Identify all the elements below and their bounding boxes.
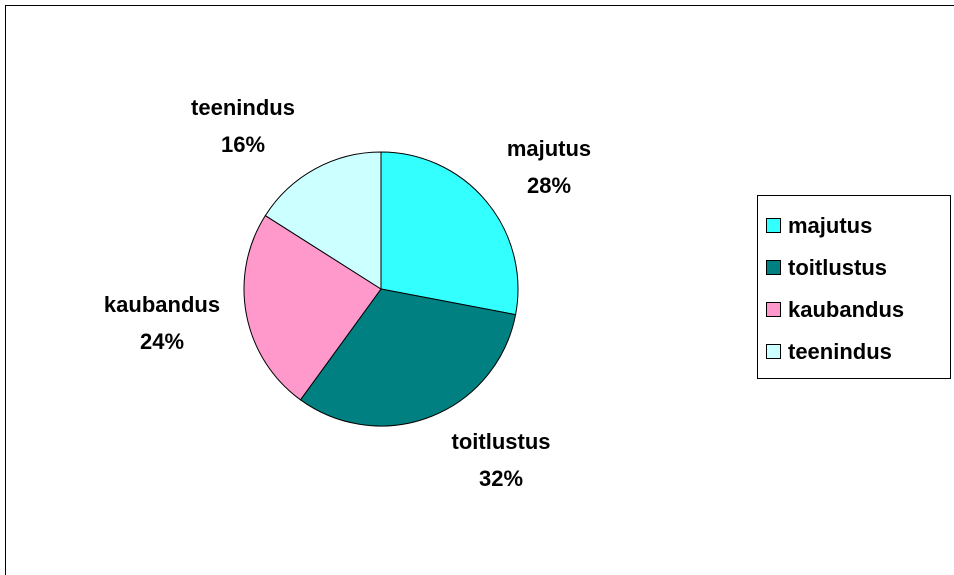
slice-value-label: 32% (479, 466, 523, 491)
slice-value-label: 28% (527, 173, 571, 198)
legend-swatch (766, 302, 781, 317)
slice-category-label: kaubandus (104, 292, 220, 317)
slice-category-label: teenindus (191, 95, 295, 120)
slice-category-label: majutus (507, 136, 591, 161)
legend-label: toitlustus (788, 255, 887, 280)
pie-slice (264, 151, 382, 290)
legend-label: teenindus (788, 339, 892, 364)
legend-swatch (766, 218, 781, 233)
legend-label: kaubandus (788, 297, 904, 322)
slice-category-label: toitlustus (452, 429, 551, 454)
slice-value-label: 16% (221, 132, 265, 157)
legend-swatch (766, 344, 781, 359)
pie-slice (380, 151, 519, 316)
pie-slice (299, 288, 517, 427)
pie-slice (243, 214, 382, 401)
slice-value-label: 24% (140, 329, 184, 354)
legend-label: majutus (788, 213, 872, 238)
legend-box (757, 195, 951, 379)
legend-swatch (766, 260, 781, 275)
